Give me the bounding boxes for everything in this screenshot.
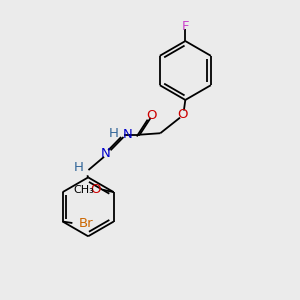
Text: N: N [101, 147, 111, 160]
Text: O: O [90, 183, 101, 196]
Text: H: H [109, 127, 119, 140]
Text: O: O [177, 108, 188, 121]
Text: F: F [182, 20, 189, 33]
Text: CH₃: CH₃ [73, 185, 94, 195]
Text: Br: Br [79, 217, 94, 230]
Text: H: H [74, 160, 83, 174]
Text: O: O [146, 109, 157, 122]
Text: N: N [123, 128, 133, 141]
